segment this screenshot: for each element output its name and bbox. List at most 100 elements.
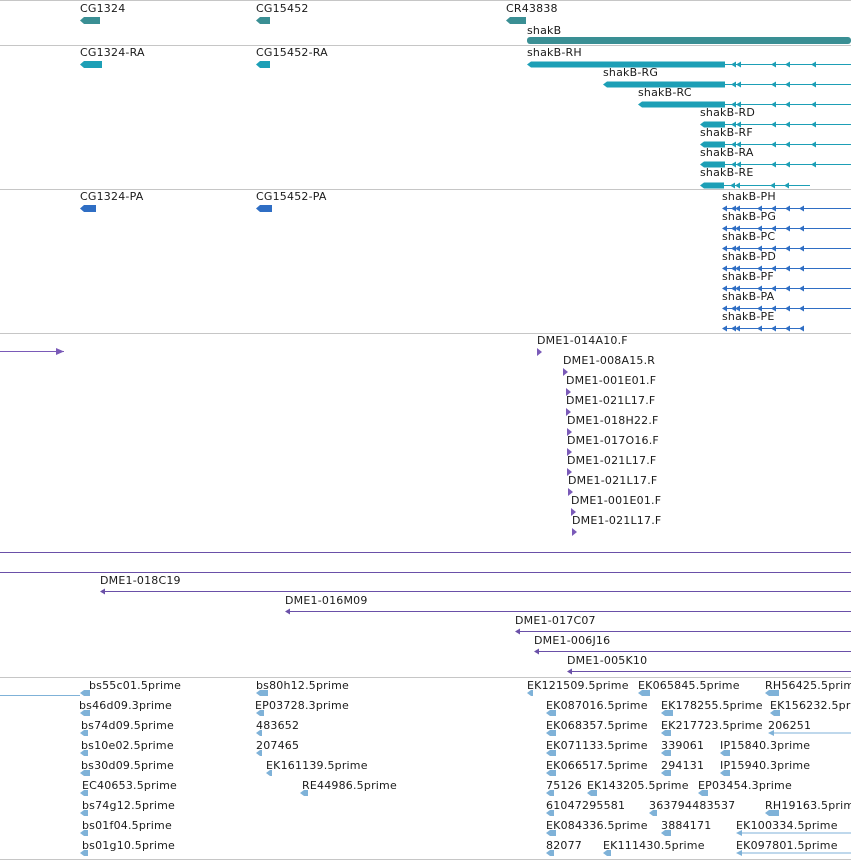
bac_end-feature-label[interactable]: DME1-021L17.F — [572, 514, 662, 527]
est-feature-glyph[interactable] — [546, 729, 556, 739]
protein-feature-label[interactable]: CG15452-PA — [256, 190, 327, 203]
bac_end-feature-label[interactable]: DME1-001E01.F — [571, 494, 662, 507]
transcript-feature-glyph[interactable] — [603, 80, 851, 90]
est-feature-glyph[interactable] — [661, 769, 671, 779]
transcript-feature-glyph[interactable] — [700, 160, 851, 170]
est-feature-label[interactable]: EK121509.5prime — [527, 679, 629, 692]
est-feature-label[interactable]: 82077 — [546, 839, 582, 852]
protein-feature-glyph[interactable] — [722, 244, 851, 254]
protein-feature-label[interactable]: shakB-PA — [722, 290, 775, 303]
est-feature-glyph[interactable] — [587, 789, 597, 799]
protein-feature-label[interactable]: shakB-PH — [722, 190, 776, 203]
est-feature-label[interactable]: 483652 — [256, 719, 300, 732]
transcript-feature-label[interactable]: shakB-RG — [603, 66, 659, 79]
bac_end-feature-label[interactable]: DME1-021L17.F — [568, 474, 658, 487]
protein-feature-glyph[interactable] — [256, 204, 272, 214]
est-feature-glyph[interactable] — [256, 689, 268, 699]
est-feature-label[interactable]: EP03454.3prime — [698, 779, 792, 792]
transcript-feature-glyph[interactable] — [527, 60, 851, 70]
transcript-feature-label[interactable]: shakB-RF — [700, 126, 753, 139]
est-feature-glyph[interactable] — [770, 709, 780, 719]
bac_clone-feature-glyph[interactable] — [100, 588, 851, 598]
bac_clone-feature-glyph[interactable] — [567, 668, 851, 678]
bac_end-feature-label[interactable]: DME1-021L17.F — [567, 454, 657, 467]
est-feature-glyph[interactable] — [256, 709, 264, 719]
est-feature-glyph[interactable] — [661, 829, 671, 839]
est-feature-glyph[interactable] — [768, 729, 851, 739]
transcript-feature-glyph[interactable] — [256, 60, 270, 70]
est-feature-label[interactable]: EK097801.5prime — [736, 839, 838, 852]
est-feature-label[interactable]: EK217723.5prime — [661, 719, 763, 732]
gene-feature-glyph[interactable] — [256, 16, 270, 26]
est-feature-label[interactable]: 363794483537 — [649, 799, 736, 812]
est-feature-label[interactable]: bs30d09.5prime — [81, 759, 175, 772]
protein-feature-glyph[interactable] — [722, 264, 851, 274]
est-feature-glyph[interactable] — [80, 809, 88, 819]
transcript-feature-label[interactable]: shakB-RD — [700, 106, 756, 119]
est-feature-glyph[interactable] — [546, 709, 556, 719]
transcript-feature-glyph[interactable] — [700, 140, 851, 150]
protein-feature-glyph[interactable] — [722, 324, 804, 334]
bac_clone-feature-label[interactable]: DME1-006J16 — [534, 634, 611, 647]
bac_clone-feature-glyph[interactable] — [515, 628, 851, 638]
bac_end-feature-glyph[interactable] — [567, 468, 573, 478]
est-feature-label[interactable]: RH56425.5prime — [765, 679, 851, 692]
bac_end-feature-label[interactable]: DME1-018H22.F — [567, 414, 659, 427]
est-feature-label[interactable]: EP03728.3prime — [255, 699, 349, 712]
est-feature-glyph[interactable] — [527, 689, 533, 699]
protein-feature-glyph[interactable] — [722, 304, 851, 314]
est-feature-glyph[interactable] — [80, 849, 88, 859]
est-feature-glyph[interactable] — [736, 849, 851, 859]
gene-feature-label[interactable]: CR43838 — [506, 2, 558, 15]
protein-feature-label[interactable]: shakB-PG — [722, 210, 777, 223]
transcript-feature-label[interactable]: shakB-RE — [700, 166, 754, 179]
est-feature-glyph[interactable] — [80, 829, 88, 839]
est-feature-glyph[interactable] — [546, 749, 556, 759]
est-feature-glyph[interactable] — [256, 729, 262, 739]
est-feature-label[interactable]: bs01g10.5prime — [82, 839, 176, 852]
protein-feature-label[interactable]: shakB-PD — [722, 250, 777, 263]
bac_end-feature-glyph[interactable] — [572, 528, 578, 538]
bac_end-feature-label[interactable]: DME1-014A10.F — [537, 334, 628, 347]
bac_end-feature-glyph[interactable] — [563, 368, 569, 378]
est-feature-glyph[interactable] — [256, 749, 262, 759]
protein-feature-label[interactable]: shakB-PF — [722, 270, 774, 283]
est-feature-label[interactable]: 294131 — [661, 759, 705, 772]
est-feature-label[interactable]: EK156232.5prime — [770, 699, 851, 712]
est-feature-label[interactable]: bs46d09.3prime — [79, 699, 173, 712]
protein-feature-glyph[interactable] — [722, 224, 851, 234]
est-feature-label[interactable]: 75126 — [546, 779, 582, 792]
est-feature-label[interactable]: EK143205.5prime — [587, 779, 689, 792]
transcript-feature-glyph[interactable] — [80, 60, 102, 70]
bac_end-feature-glyph[interactable] — [568, 488, 574, 498]
est-feature-label[interactable]: EK111430.5prime — [603, 839, 705, 852]
est-feature-label[interactable]: IP15940.3prime — [720, 759, 811, 772]
gene-feature-label[interactable]: CG15452 — [256, 2, 309, 15]
est-feature-glyph[interactable] — [80, 769, 90, 779]
est-feature-label[interactable]: bs55c01.5prime — [89, 679, 182, 692]
est-feature-glyph[interactable] — [661, 729, 671, 739]
est-feature-label[interactable]: EK100334.5prime — [736, 819, 838, 832]
est-feature-glyph[interactable] — [638, 689, 650, 699]
est-feature-label[interactable]: EK178255.5prime — [661, 699, 763, 712]
est-feature-glyph[interactable] — [720, 769, 730, 779]
gene-feature-label[interactable]: shakB — [527, 24, 562, 37]
est-feature-glyph[interactable] — [546, 809, 554, 819]
est-feature-label[interactable]: EK065845.5prime — [638, 679, 740, 692]
bac_end-feature-glyph[interactable] — [566, 388, 572, 398]
est-feature-glyph[interactable] — [266, 769, 272, 779]
est-feature-label[interactable]: EK161139.5prime — [266, 759, 368, 772]
est-feature-glyph[interactable] — [698, 789, 708, 799]
est-feature-label[interactable]: bs74g12.5prime — [82, 799, 176, 812]
est-feature-glyph[interactable] — [80, 709, 90, 719]
est-feature-glyph[interactable] — [546, 849, 554, 859]
est-feature-label[interactable]: EK066517.5prime — [546, 759, 648, 772]
est-feature-glyph[interactable] — [736, 829, 851, 839]
bac_clone-feature-label[interactable]: DME1-016M09 — [285, 594, 368, 607]
est-feature-label[interactable]: bs01f04.5prime — [82, 819, 172, 832]
est-feature-label[interactable]: 206251 — [768, 719, 812, 732]
est-feature-label[interactable]: RE44986.5prime — [302, 779, 397, 792]
protein-feature-glyph[interactable] — [80, 204, 96, 214]
bac_end-feature-glyph[interactable] — [567, 448, 573, 458]
est-feature-label[interactable]: bs74d09.5prime — [81, 719, 175, 732]
